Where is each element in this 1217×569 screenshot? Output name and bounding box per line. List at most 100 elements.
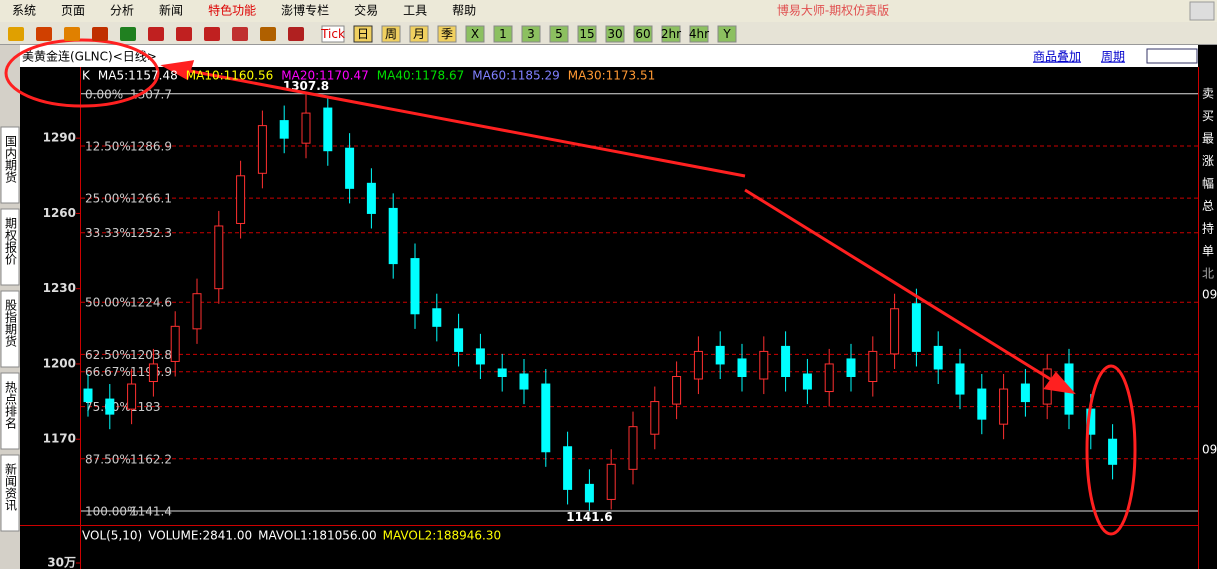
period-label: 1 — [499, 27, 507, 41]
menu-item[interactable]: 新闻 — [159, 3, 183, 18]
candle-body — [301, 112, 311, 144]
candle-body — [999, 388, 1009, 425]
tool-icon[interactable] — [148, 27, 164, 41]
period-label: 周 — [385, 27, 397, 41]
candle-body — [955, 363, 965, 395]
volume-label: MAVOL2:188946.30 — [383, 529, 502, 543]
menu-item[interactable]: 系统 — [12, 4, 36, 18]
candle-body — [1020, 383, 1030, 403]
candle-body — [170, 325, 180, 362]
candle-body — [257, 125, 267, 174]
period-button[interactable] — [549, 25, 569, 43]
indicator-label: MA30:1173.51 — [568, 69, 656, 83]
candle-body — [388, 207, 398, 265]
period-button[interactable] — [717, 25, 737, 43]
quote-label: 最 — [1202, 132, 1214, 146]
candle-body — [737, 358, 747, 377]
header-link[interactable]: 商品叠加 — [1033, 49, 1081, 64]
menu-item[interactable]: 分析 — [110, 4, 134, 18]
header-link[interactable]: 周期 — [1101, 50, 1125, 64]
candle-body — [454, 328, 464, 352]
side-tab[interactable] — [0, 126, 20, 204]
candle-body — [192, 293, 202, 330]
menu-item[interactable]: 帮助 — [452, 4, 476, 18]
tool-icon[interactable] — [204, 27, 220, 41]
side-tab[interactable] — [0, 290, 20, 368]
tool-icon[interactable] — [92, 27, 108, 41]
tool-icon[interactable] — [232, 27, 248, 41]
period-button[interactable] — [633, 25, 653, 43]
menu-item[interactable]: 交易 — [354, 3, 378, 18]
nav-buttons[interactable] — [1146, 48, 1198, 64]
quote-label: 卖 — [1202, 87, 1214, 101]
fib-value: 1203.8 — [130, 348, 172, 362]
tool-icon[interactable] — [288, 27, 304, 41]
candle-body — [497, 368, 507, 377]
fib-value: 1252.3 — [130, 226, 172, 240]
side-tab[interactable] — [0, 208, 20, 286]
quote-label: 单 — [1202, 244, 1214, 258]
indicator-label: K — [82, 69, 91, 83]
period-button[interactable] — [437, 25, 457, 43]
tool-icon[interactable] — [64, 27, 80, 41]
menu-item[interactable]: 特色功能 — [208, 3, 256, 18]
candle-body — [345, 147, 355, 189]
fib-value: 1224.6 — [130, 296, 172, 310]
quote-label: 总 — [1202, 199, 1214, 213]
candle-body — [366, 182, 376, 214]
candle-body — [890, 308, 900, 355]
volume-label: MAVOL1:181056.00 — [258, 529, 377, 543]
menu-item[interactable]: 页面 — [61, 4, 85, 18]
period-button[interactable] — [521, 25, 541, 43]
tool-icon[interactable] — [8, 27, 24, 41]
window-button[interactable] — [1189, 1, 1215, 21]
candle-body — [628, 426, 638, 470]
candle-body — [584, 483, 594, 503]
period-label: 5 — [555, 27, 563, 41]
candle-body — [236, 175, 246, 224]
y-tick-label: 1260 — [43, 206, 76, 220]
fib-value: 1307.7 — [130, 87, 172, 101]
candle-body — [1108, 438, 1118, 465]
menu-bar — [0, 0, 1217, 22]
period-label: 4hr — [689, 27, 709, 41]
y-tick-label: 1200 — [43, 356, 76, 370]
price-chart: 1170 1200 1230 1260 1290 0.00% 1307.7 12.50% 128… — [43, 79, 1198, 524]
menu-item[interactable]: 澎博专栏 — [281, 3, 329, 18]
fib-pct: 62.50% — [85, 348, 131, 362]
tool-icon[interactable] — [36, 27, 52, 41]
tool-icon[interactable] — [260, 27, 276, 41]
side-tab[interactable] — [0, 372, 20, 450]
side-tab-label: 国内期货 — [4, 135, 18, 184]
chart-header — [20, 45, 1198, 67]
tool-icon[interactable] — [176, 27, 192, 41]
fib-pct: 87.50% — [85, 452, 131, 466]
fib-value: 1183 — [130, 400, 161, 414]
period-button[interactable] — [493, 25, 513, 43]
period-label: 2hr — [661, 27, 681, 41]
menu-item[interactable]: 工具 — [403, 4, 427, 18]
arrow-head — [1043, 371, 1076, 395]
period-button[interactable] — [661, 25, 681, 43]
arrow-head — [160, 60, 195, 81]
period-button[interactable] — [381, 25, 401, 43]
candle-body — [148, 363, 158, 383]
period-button[interactable] — [409, 25, 429, 43]
side-tab[interactable] — [0, 454, 20, 532]
tool-icon[interactable] — [120, 27, 136, 41]
period-label: 15 — [579, 27, 594, 41]
candle-body — [432, 308, 442, 327]
period-button[interactable] — [465, 25, 485, 43]
indicator-label: MA60:1185.29 — [472, 69, 560, 83]
candle-body — [410, 258, 420, 315]
period-button[interactable] — [353, 25, 373, 43]
candle-body — [977, 388, 987, 420]
period-button[interactable] — [689, 25, 709, 43]
candle-body — [868, 350, 878, 383]
period-button[interactable] — [321, 25, 345, 43]
fib-pct: 0.00% — [85, 87, 123, 101]
candle-body — [323, 107, 333, 152]
period-button[interactable] — [577, 25, 597, 43]
period-button[interactable] — [605, 25, 625, 43]
